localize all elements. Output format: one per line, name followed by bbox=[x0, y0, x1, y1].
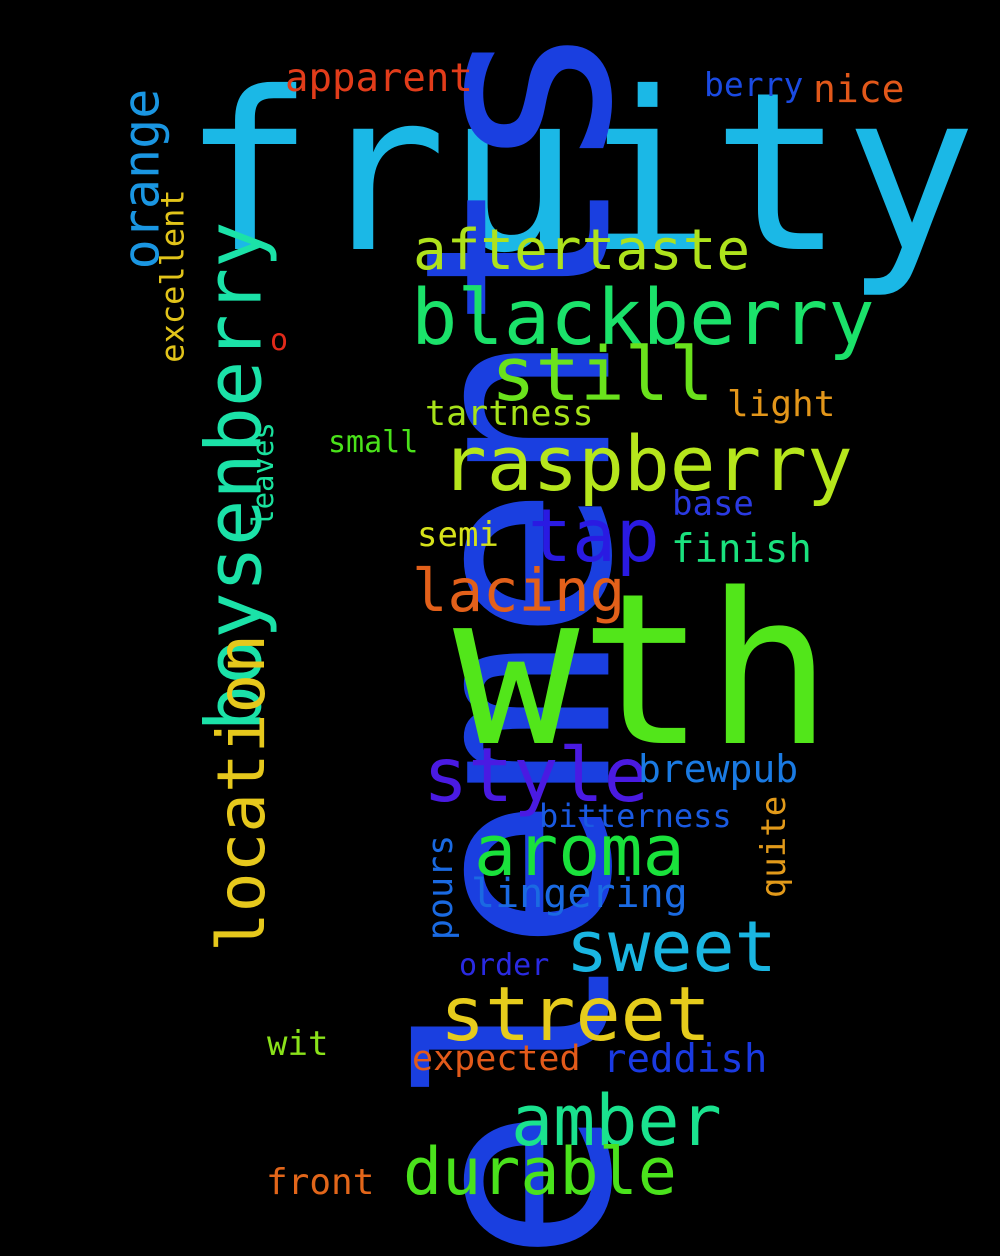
word-location: location bbox=[202, 634, 280, 952]
word-light: light bbox=[727, 384, 836, 425]
word-reddish: reddish bbox=[603, 1037, 768, 1082]
word-wit: wit bbox=[267, 1024, 329, 1064]
word-leaves: leaves bbox=[245, 422, 280, 527]
word-apparent: apparent bbox=[285, 56, 473, 101]
word-still: still bbox=[491, 332, 714, 418]
word-base: base bbox=[672, 484, 754, 524]
word-pours: pours bbox=[421, 834, 462, 941]
word-bitterness: bitterness bbox=[539, 797, 732, 835]
word-tap: tap bbox=[528, 494, 660, 579]
word-durable: durable bbox=[403, 1135, 677, 1210]
word-street: street bbox=[440, 970, 711, 1058]
word-aftertaste: aftertaste bbox=[413, 218, 751, 283]
word-brewpub: brewpub bbox=[638, 747, 799, 791]
word-quite: quite bbox=[754, 795, 795, 899]
word-excellent: excellent bbox=[153, 189, 192, 363]
word-raspberry: raspberry bbox=[441, 419, 853, 508]
word-small: small bbox=[328, 425, 419, 460]
word-aroma: aroma bbox=[474, 810, 685, 892]
word-sweet: sweet bbox=[566, 906, 777, 988]
word-lingering: lingering bbox=[471, 871, 688, 917]
word-lacing: lacing bbox=[412, 556, 626, 625]
word-style: style bbox=[423, 731, 649, 819]
word-semi: semi bbox=[417, 515, 499, 555]
word-tartness: tartness bbox=[425, 394, 594, 434]
word-finish: finish bbox=[671, 527, 812, 572]
word-wth: wth bbox=[453, 548, 833, 793]
word-blackberry: blackberry bbox=[411, 274, 875, 363]
word-nice: nice bbox=[813, 67, 905, 111]
word-amber: amber bbox=[511, 1080, 722, 1162]
word-expected: expected bbox=[412, 1039, 581, 1079]
word-front: front bbox=[266, 1162, 375, 1203]
word-fruity: fruity bbox=[182, 45, 977, 301]
word-order: order bbox=[459, 948, 550, 983]
word-o: o bbox=[270, 323, 289, 358]
word-berry: berry bbox=[704, 65, 804, 104]
